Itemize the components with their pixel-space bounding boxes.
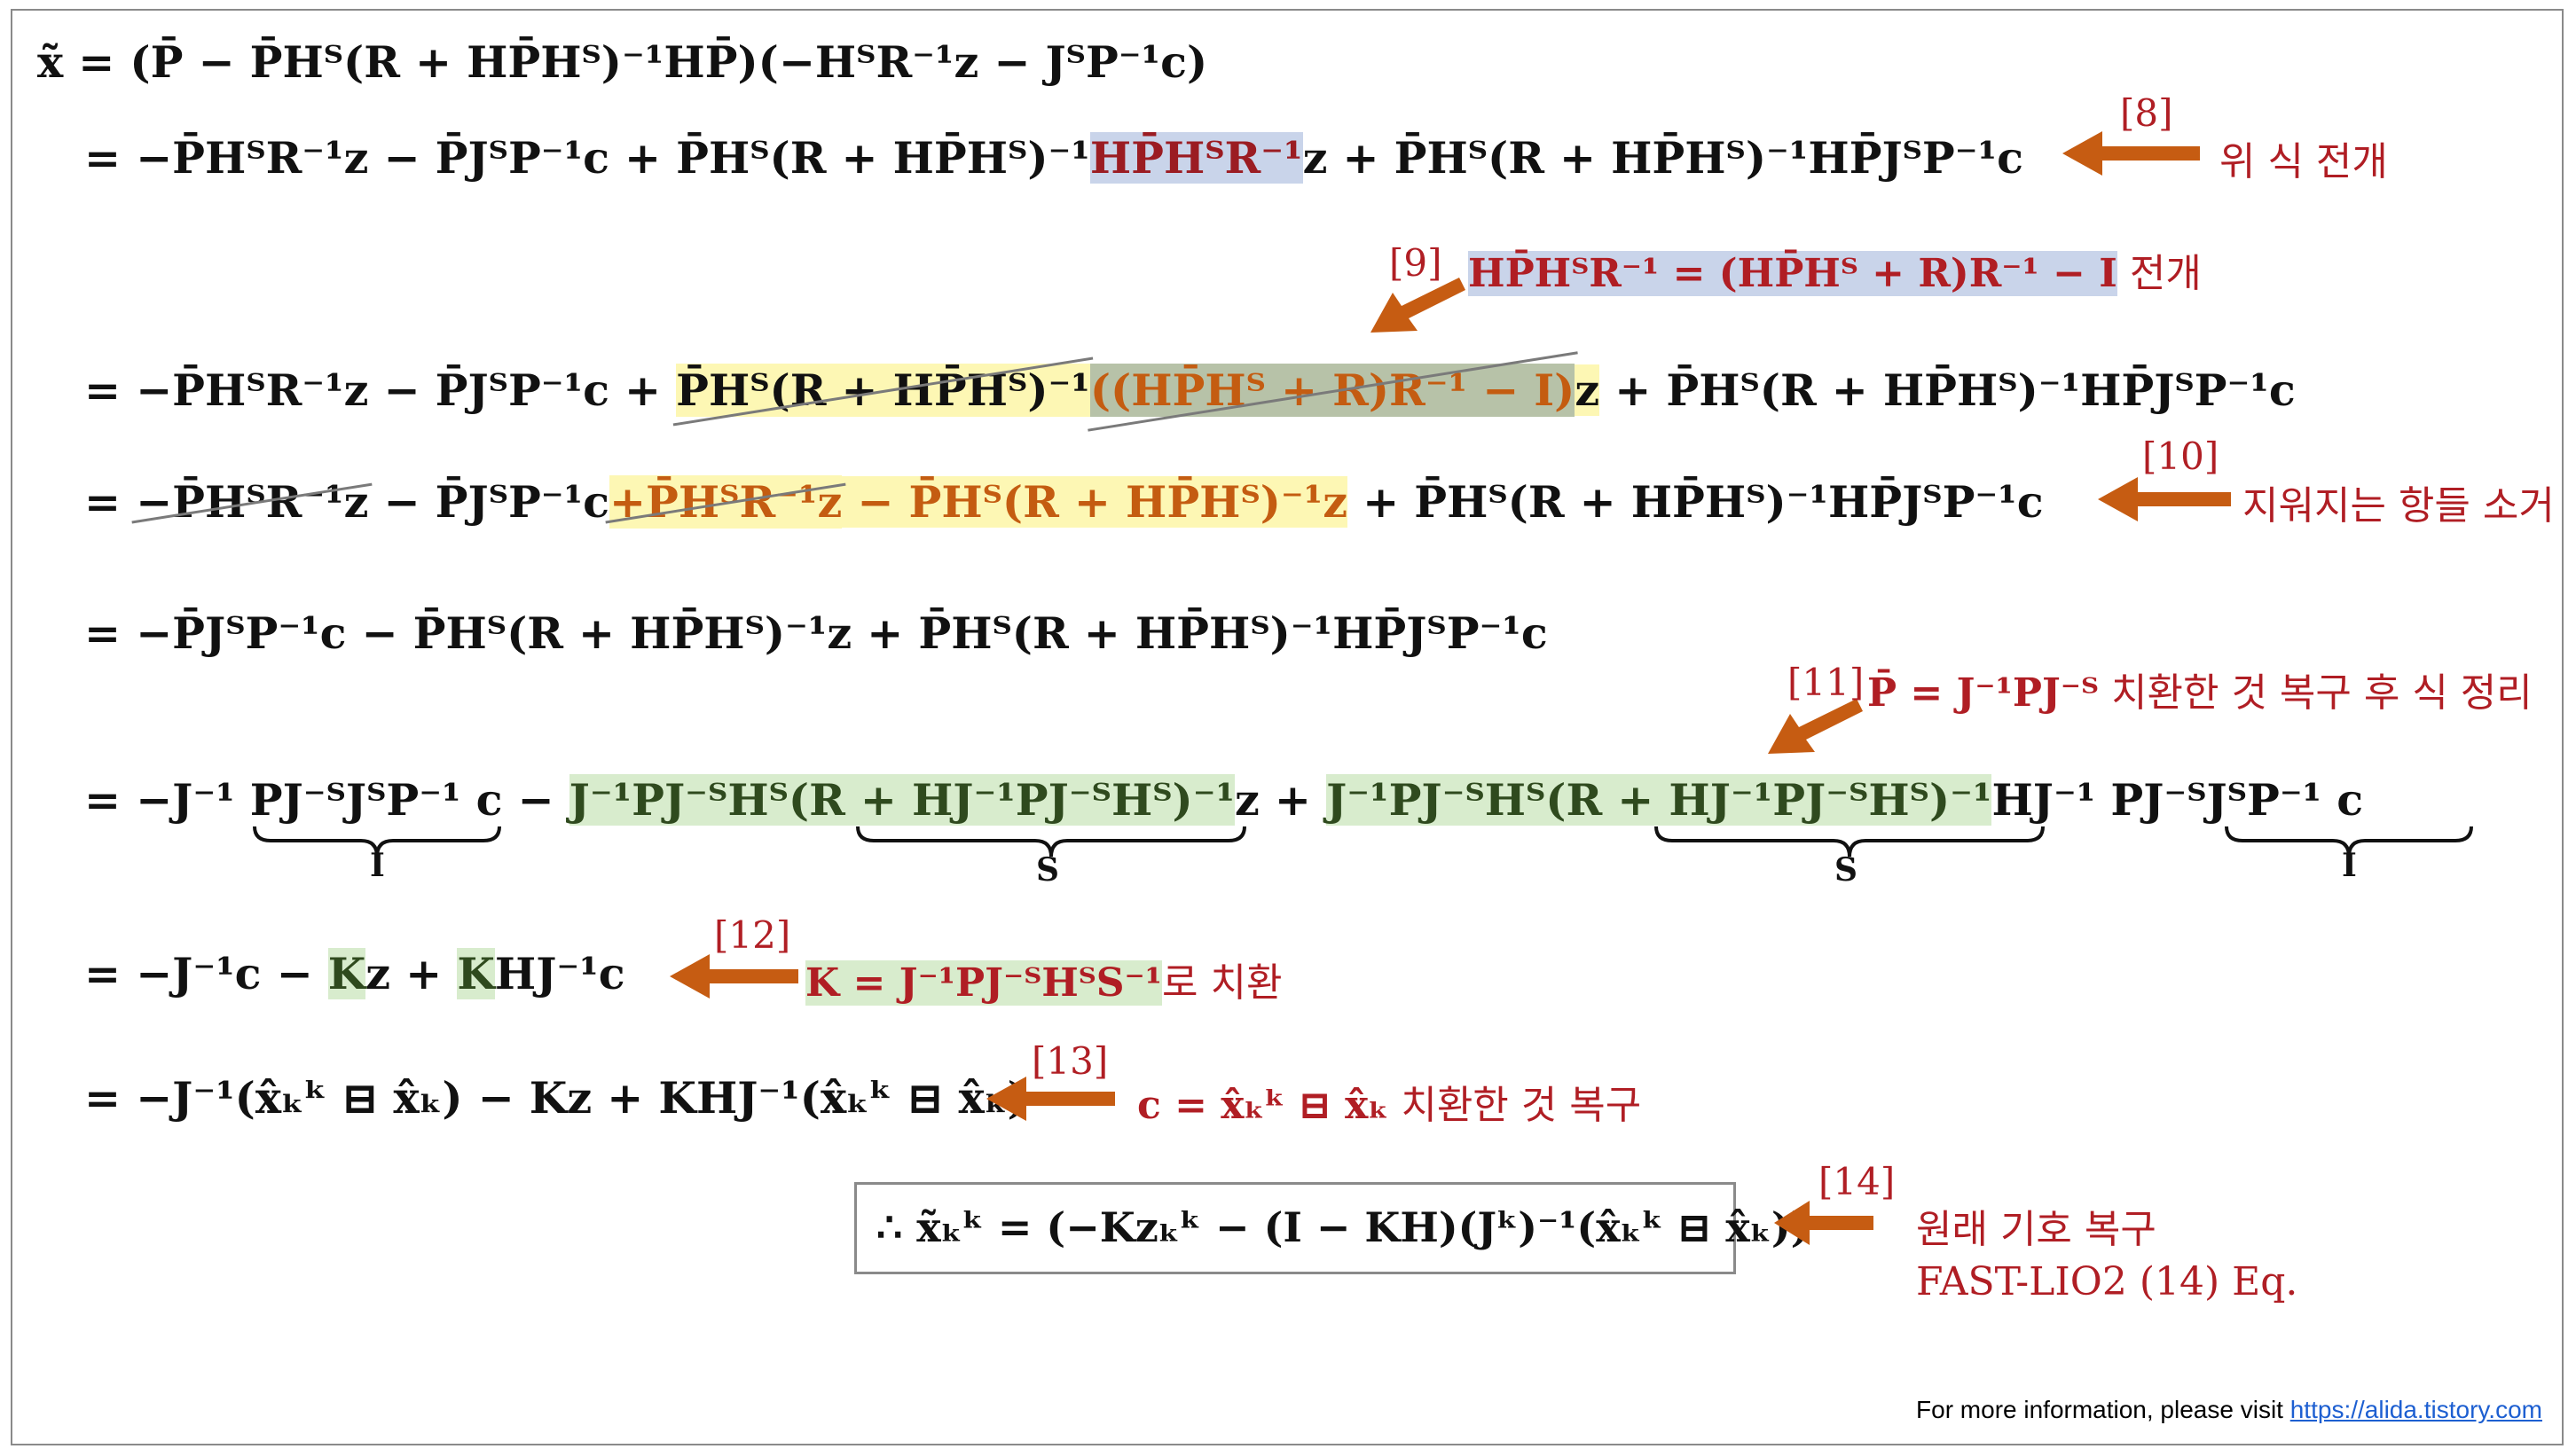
equation-line-0: x̃ = (P̄ − P̄Hᵀ(R + HP̄Hᵀ)⁻¹HP̄)(−HᵀR⁻¹z… [37,36,1208,88]
brace-label-3: S [1834,851,1857,889]
eq6-a: = −J⁻¹c − [84,948,328,999]
arrow-9 [1370,278,1465,333]
eq3-yellow-term: − P̄Hᵀ(R + HP̄Hᵀ)⁻¹z [842,476,1348,528]
arrow-8 [2062,131,2200,176]
note-13: c = x̂ₖᵏ ⊟ x̂ₖ 치환한 것 복구 [1137,1073,1641,1130]
ref-11: [11] [1787,661,1865,704]
note-11-text: 치환한 것 복구 후 식 정리 [2099,670,2533,716]
underbrace-2 [856,826,1246,858]
eq5-c: c − [460,774,569,826]
arrow-13 [986,1077,1115,1121]
eq2-z: z [1575,364,1600,416]
note-14: 원래 기호 복구 [1916,1207,2156,1252]
eq5-a: = −J⁻¹ [84,774,250,826]
page-frame [11,9,2564,1445]
underbrace-4 [2225,826,2473,858]
ref-8: [8] [2120,91,2173,135]
note-11-formula: P̄ = J⁻¹PJ⁻ᵀ [1867,670,2100,716]
note-12: K = J⁻¹PJ⁻ᵀHᵀS⁻¹로 치환 [805,951,1282,1007]
underbrace-1 [253,826,501,858]
final-result-box: ∴ x̃ₖᵏ = (−Kzₖᵏ − (I − KH)(Jᵏ)⁻¹(x̂ₖᵏ ⊟ … [854,1182,1810,1274]
note-8: 위 식 전개 [2219,139,2388,184]
eq5-m: c [2321,774,2364,826]
note-12-text: 로 치환 [1162,960,1283,1006]
eq2-yellow-term: P̄Hᵀ(R + HP̄Hᵀ)⁻¹ [676,364,1090,417]
underbrace-3 [1654,826,2045,858]
note-13-text: 치환한 것 복구 [1388,1083,1642,1128]
note-9-formula: HP̄HᵀR⁻¹ = (HP̄Hᵀ + R)R⁻¹ − I [1468,251,2117,296]
eq5-green-1b: R + HJ⁻¹PJ⁻ᵀHᵀ [809,774,1173,826]
eq5-green-2b: R + HJ⁻¹PJ⁻ᵀHᵀ [1566,774,1929,826]
note-9-text: 전개 [2117,251,2202,296]
eq3-cancel-term: −P̄HᵀR⁻¹z [136,476,369,528]
eq3-part-f: + P̄Hᵀ(R + HP̄Hᵀ)⁻¹HP̄JᵀP⁻¹c [1347,476,2044,528]
equation-line-2: = −P̄HᵀR⁻¹z − P̄JᵀP⁻¹c + P̄Hᵀ(R + HP̄Hᵀ)… [84,364,2296,417]
equation-line-3: = −P̄HᵀR⁻¹z − P̄JᵀP⁻¹c+P̄HᵀR⁻¹z − P̄Hᵀ(R… [84,475,2044,529]
eq5-brace-term-1: PJ⁻ᵀJᵀP⁻¹ [249,774,461,826]
eq5-green-2a: J⁻¹PJ⁻ᵀHᵀ( [1326,774,1567,826]
equation-line-7: = −J⁻¹(x̂ₖᵏ ⊟ x̂ₖ) − Kz + KHJ⁻¹(x̂ₖᵏ ⊟ x… [84,1072,1028,1124]
ref-10: [10] [2142,435,2219,478]
brace-label-4: I [2342,847,2357,884]
brace-label-1: I [370,847,385,884]
arrow-14 [1774,1201,1873,1245]
ref-13: [13] [1032,1039,1109,1083]
arrow-11 [1768,699,1863,754]
note-14b: FAST-LIO2 (14) Eq. [1916,1259,2298,1304]
ref-14: [14] [1818,1160,1896,1203]
equation-line-1: = −P̄HᵀR⁻¹z − P̄JᵀP⁻¹c + P̄Hᵀ(R + HP̄Hᵀ)… [84,131,2023,184]
eq2-part-e: + P̄Hᵀ(R + HP̄Hᵀ)⁻¹HP̄JᵀP⁻¹c [1599,364,2296,416]
footer-link[interactable]: https://alida.tistory.com [2289,1396,2542,1423]
eq1-highlight: HP̄HᵀR⁻¹ [1089,132,1303,184]
equation-line-5: = −J⁻¹ PJ⁻ᵀJᵀP⁻¹ c − J⁻¹PJ⁻ᵀHᵀ(R + HJ⁻¹P… [84,773,2363,826]
eq6-e: HJ⁻¹c [494,948,625,999]
eq6-c: z + [365,948,458,999]
footer-text: For more information, please visit [1916,1396,2290,1423]
eq1-part-a: = −P̄HᵀR⁻¹z − P̄JᵀP⁻¹c + P̄Hᵀ(R + HP̄Hᵀ)… [84,132,1090,184]
eq3-cancel-term-2: +P̄HᵀR⁻¹z [609,475,843,529]
eq5-brace-term-2: PJ⁻ᵀJᵀP⁻¹ [2110,774,2322,826]
eq2-expanded-term: ((HP̄Hᵀ + R)R⁻¹ − I) [1089,364,1575,417]
eq2-part-a: = −P̄HᵀR⁻¹z − P̄JᵀP⁻¹c + [84,364,677,416]
equation-line-4: = −P̄JᵀP⁻¹c − P̄Hᵀ(R + HP̄Hᵀ)⁻¹z + P̄Hᵀ(… [84,607,1548,659]
ref-12: [12] [714,913,791,957]
eq5-g: z + [1235,774,1327,826]
eq6-k1: K [327,948,366,999]
eq1-part-c: z + P̄Hᵀ(R + HP̄Hᵀ)⁻¹HP̄JᵀP⁻¹c [1302,132,2023,184]
eq5-green-1a: J⁻¹PJ⁻ᵀHᵀ( [569,774,810,826]
ref-9: [9] [1389,241,1442,285]
note-11: P̄ = J⁻¹PJ⁻ᵀ 치환한 것 복구 후 식 정리 [1867,661,2533,717]
equation-line-6: = −J⁻¹c − Kz + KHJ⁻¹c [84,947,625,1000]
note-13-formula: c = x̂ₖᵏ ⊟ x̂ₖ [1137,1083,1389,1128]
eq5-green-2c: )⁻¹ [1928,774,1992,826]
eq6-k2: K [457,948,495,999]
footer: For more information, please visit https… [1916,1396,2542,1424]
eq5-green-1c: )⁻¹ [1172,774,1236,826]
arrow-12 [670,954,798,999]
note-9: HP̄HᵀR⁻¹ = (HP̄Hᵀ + R)R⁻¹ − I 전개 [1468,241,2202,298]
eq5-k: HJ⁻¹ [1991,774,2111,826]
brace-label-2: S [1036,851,1059,889]
eq3-eq: = [84,476,137,528]
note-10: 지워지는 항들 소거 [2242,483,2555,529]
eq3-part-c: − P̄JᵀP⁻¹c [368,476,609,528]
arrow-10 [2098,477,2231,521]
note-12-formula: K = J⁻¹PJ⁻ᵀHᵀS⁻¹ [805,960,1163,1006]
